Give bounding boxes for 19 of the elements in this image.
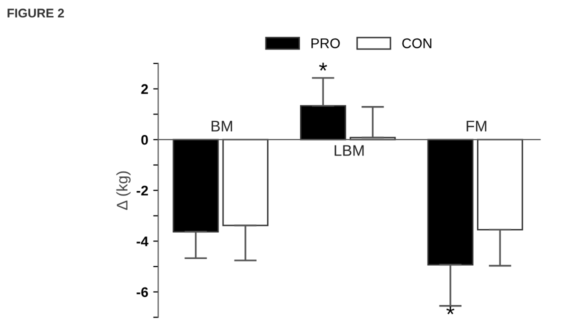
annotation: * (446, 306, 454, 314)
bar (427, 138, 474, 266)
annotation: * (319, 62, 328, 71)
bar (300, 105, 346, 140)
bar (222, 138, 268, 226)
y-tick-label: 0 (141, 134, 148, 145)
bar (477, 138, 524, 230)
bar (172, 138, 219, 232)
y-tick-label: 2 (141, 84, 148, 94)
legend-label: CON (402, 38, 432, 48)
legend-label: PRO (311, 38, 340, 48)
text: FIGURE 2 (8, 8, 64, 18)
x-tick-label: FM (466, 120, 486, 132)
y-tick-label: -2 (136, 186, 148, 196)
y-axis-title: Δ (kg) (116, 171, 131, 210)
y-tick-label: -6 (136, 287, 148, 298)
y-tick-label: -4 (136, 236, 148, 246)
x-tick-label: BM (212, 120, 232, 132)
x-tick-label: LBM (334, 145, 364, 156)
